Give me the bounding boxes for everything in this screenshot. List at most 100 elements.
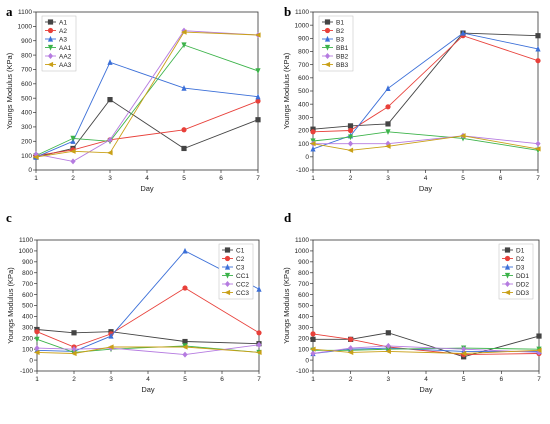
y-tick-label: 400	[21, 110, 32, 117]
data-point-AA3	[106, 150, 113, 156]
panel-label: b	[284, 4, 291, 19]
legend-marker	[504, 281, 511, 287]
y-tick-label: -100	[20, 368, 33, 375]
y-tick-label: 1000	[19, 248, 34, 255]
data-point-AA3	[180, 29, 187, 35]
x-tick-label: 7	[257, 376, 261, 383]
legend-entry: AA2	[45, 53, 72, 60]
y-tick-label: 0	[28, 167, 32, 174]
legend-entry: AA1	[45, 45, 72, 52]
series-BB3	[309, 133, 541, 153]
data-point-B3	[535, 45, 541, 52]
legend-box	[218, 243, 254, 300]
data-point-DD2	[385, 342, 391, 349]
y-tick-label: 200	[298, 128, 309, 135]
x-axis-label: Day	[141, 385, 155, 394]
data-point-DD3	[347, 349, 354, 356]
series-line-BB3	[312, 135, 539, 151]
legend-marker	[504, 263, 511, 270]
data-point-DD3	[309, 346, 316, 352]
legend-entry: AA3	[45, 62, 72, 69]
series-A1	[33, 97, 261, 160]
y-tick-label: 400	[298, 314, 309, 321]
legend-entry: B1	[322, 19, 344, 26]
series-CC3	[33, 344, 262, 357]
series-line-D1	[313, 332, 540, 358]
series-A2	[33, 98, 261, 159]
x-tick-label: 2	[349, 175, 353, 182]
legend-box	[41, 15, 77, 72]
legend-label: AA3	[59, 62, 72, 69]
legend-entry: BB1	[322, 45, 349, 52]
data-point-D1	[385, 330, 391, 336]
data-point-DD2	[461, 346, 467, 353]
data-point-AA1	[70, 135, 76, 142]
series-CC1	[34, 336, 262, 356]
x-tick-label: 1	[34, 175, 38, 182]
data-point-C1	[71, 330, 77, 336]
y-tick-label: -100	[296, 368, 309, 375]
legend-label: B3	[336, 36, 344, 43]
y-tick-label: 1100	[19, 237, 33, 244]
x-tick-label: 4	[424, 175, 428, 182]
panel-a: a 0 100 200 300 400 500 600 700 800 900 1000 1100 1 2 3…	[5, 4, 261, 193]
legend-marker	[324, 27, 331, 34]
data-point-A3	[255, 93, 261, 100]
legend-marker	[504, 289, 511, 296]
x-axis-label: Day	[419, 184, 433, 193]
y-tick-label: 700	[298, 62, 309, 69]
series-line-C1	[36, 329, 260, 345]
x-axis-label: Day	[140, 184, 154, 193]
data-point-C2	[34, 329, 40, 335]
series-B2	[310, 33, 541, 135]
legend-entry: D3	[502, 263, 525, 271]
series-B3	[310, 29, 541, 152]
x-tick-label: 1	[311, 175, 315, 182]
y-tick-label: 500	[21, 95, 32, 102]
x-tick-label: 2	[349, 376, 353, 383]
x-tick-label: 2	[71, 175, 75, 182]
y-tick-label: 300	[298, 115, 309, 122]
data-point-B1	[347, 123, 354, 129]
legend-label: B1	[336, 19, 344, 26]
data-point-A2	[255, 98, 261, 104]
legend-label: A3	[59, 36, 67, 43]
data-point-BB3	[459, 133, 466, 139]
legend-label: C2	[236, 256, 245, 263]
legend-entry: B2	[322, 28, 344, 35]
legend-marker	[224, 247, 231, 253]
legend-marker	[47, 27, 54, 34]
x-tick-label: 1	[311, 376, 315, 383]
data-point-CC2	[182, 351, 188, 358]
series-AA3	[32, 29, 261, 160]
y-tick-label: 700	[22, 281, 33, 288]
legend-entry: BB2	[322, 53, 349, 60]
legend-marker	[224, 255, 231, 262]
legend-label: D1	[516, 247, 525, 254]
y-tick-label: 900	[22, 259, 33, 266]
data-point-BB1	[347, 134, 354, 141]
legend-label: D2	[516, 256, 525, 263]
data-point-A1	[107, 97, 113, 103]
legend-marker	[47, 19, 54, 25]
y-tick-label: 700	[21, 67, 32, 74]
y-tick-label: 0	[305, 154, 309, 161]
y-tick-label: 400	[22, 314, 33, 321]
y-tick-label: 800	[22, 270, 33, 277]
legend-label: CC3	[236, 290, 249, 297]
legend-marker	[504, 255, 511, 262]
legend-entry: CC1	[222, 273, 249, 280]
x-tick-label: 5	[462, 376, 466, 383]
legend-marker	[324, 35, 331, 42]
series-A3	[33, 59, 261, 160]
legend-label: CC1	[236, 273, 249, 280]
legend-box	[498, 243, 534, 300]
y-tick-label: 600	[298, 75, 309, 82]
x-tick-label: 7	[256, 175, 260, 182]
series-line-A1	[35, 98, 259, 158]
series-D2	[310, 331, 542, 358]
data-point-A3	[181, 85, 187, 91]
